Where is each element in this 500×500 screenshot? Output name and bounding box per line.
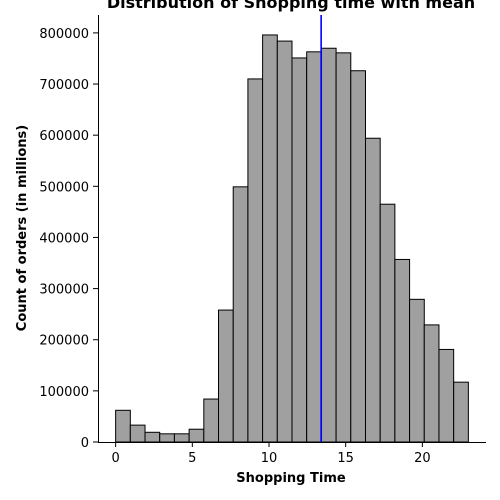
y-tick-label: 100000: [39, 385, 89, 400]
y-ticks-group: 0 100000 200000 300000 400000 500000 600000 700…: [39, 27, 98, 451]
histogram-bar: [115, 409, 131, 443]
histogram-bar: [306, 51, 322, 443]
x-tick-label: 0: [111, 451, 119, 466]
histogram-bar: [159, 433, 175, 443]
histogram-bar: [247, 78, 264, 443]
histogram-bar: [262, 34, 278, 443]
y-tick-label: 200000: [39, 334, 89, 349]
histogram-bar: [173, 433, 190, 443]
histogram-bar: [379, 203, 396, 443]
histogram-bar: [453, 381, 469, 443]
histogram-bar: [335, 52, 352, 443]
y-tick-label: 500000: [39, 180, 89, 195]
histogram-bar: [291, 57, 308, 443]
y-tick-label: 800000: [39, 27, 89, 42]
histogram-bar: [409, 298, 425, 443]
y-tick-label: 700000: [39, 78, 89, 93]
histogram-bar: [188, 428, 205, 443]
histogram-bar: [438, 348, 455, 443]
histogram-bar: [423, 324, 440, 443]
y-tick-label: 600000: [39, 129, 89, 144]
histogram-bar: [350, 70, 366, 443]
histogram-bar: [394, 258, 411, 443]
y-tick-label: 400000: [39, 231, 89, 246]
y-axis-label: Count of orders (in millions): [15, 125, 30, 331]
histogram-bar: [129, 424, 146, 443]
histogram-bar: [276, 40, 293, 443]
chart-title: Distribution of Shopping time with mean: [107, 0, 475, 12]
x-tick-label: 10: [261, 451, 278, 466]
x-axis-label: Shopping Time: [236, 471, 346, 486]
y-tick-label: 0: [81, 436, 89, 451]
x-tick-label: 15: [337, 451, 354, 466]
histogram-bar: [203, 398, 220, 443]
x-tick-label: 5: [188, 451, 196, 466]
histogram-bar: [364, 137, 381, 443]
histogram-bar: [218, 309, 234, 443]
x-tick-label: 20: [414, 451, 431, 466]
x-ticks-group: 0 5 10 15 20: [111, 442, 431, 466]
histogram-bar: [232, 186, 249, 443]
bars-group: [115, 34, 469, 443]
histogram-bar: [144, 431, 161, 443]
histogram-bar: [320, 47, 337, 443]
y-tick-label: 300000: [39, 283, 89, 298]
